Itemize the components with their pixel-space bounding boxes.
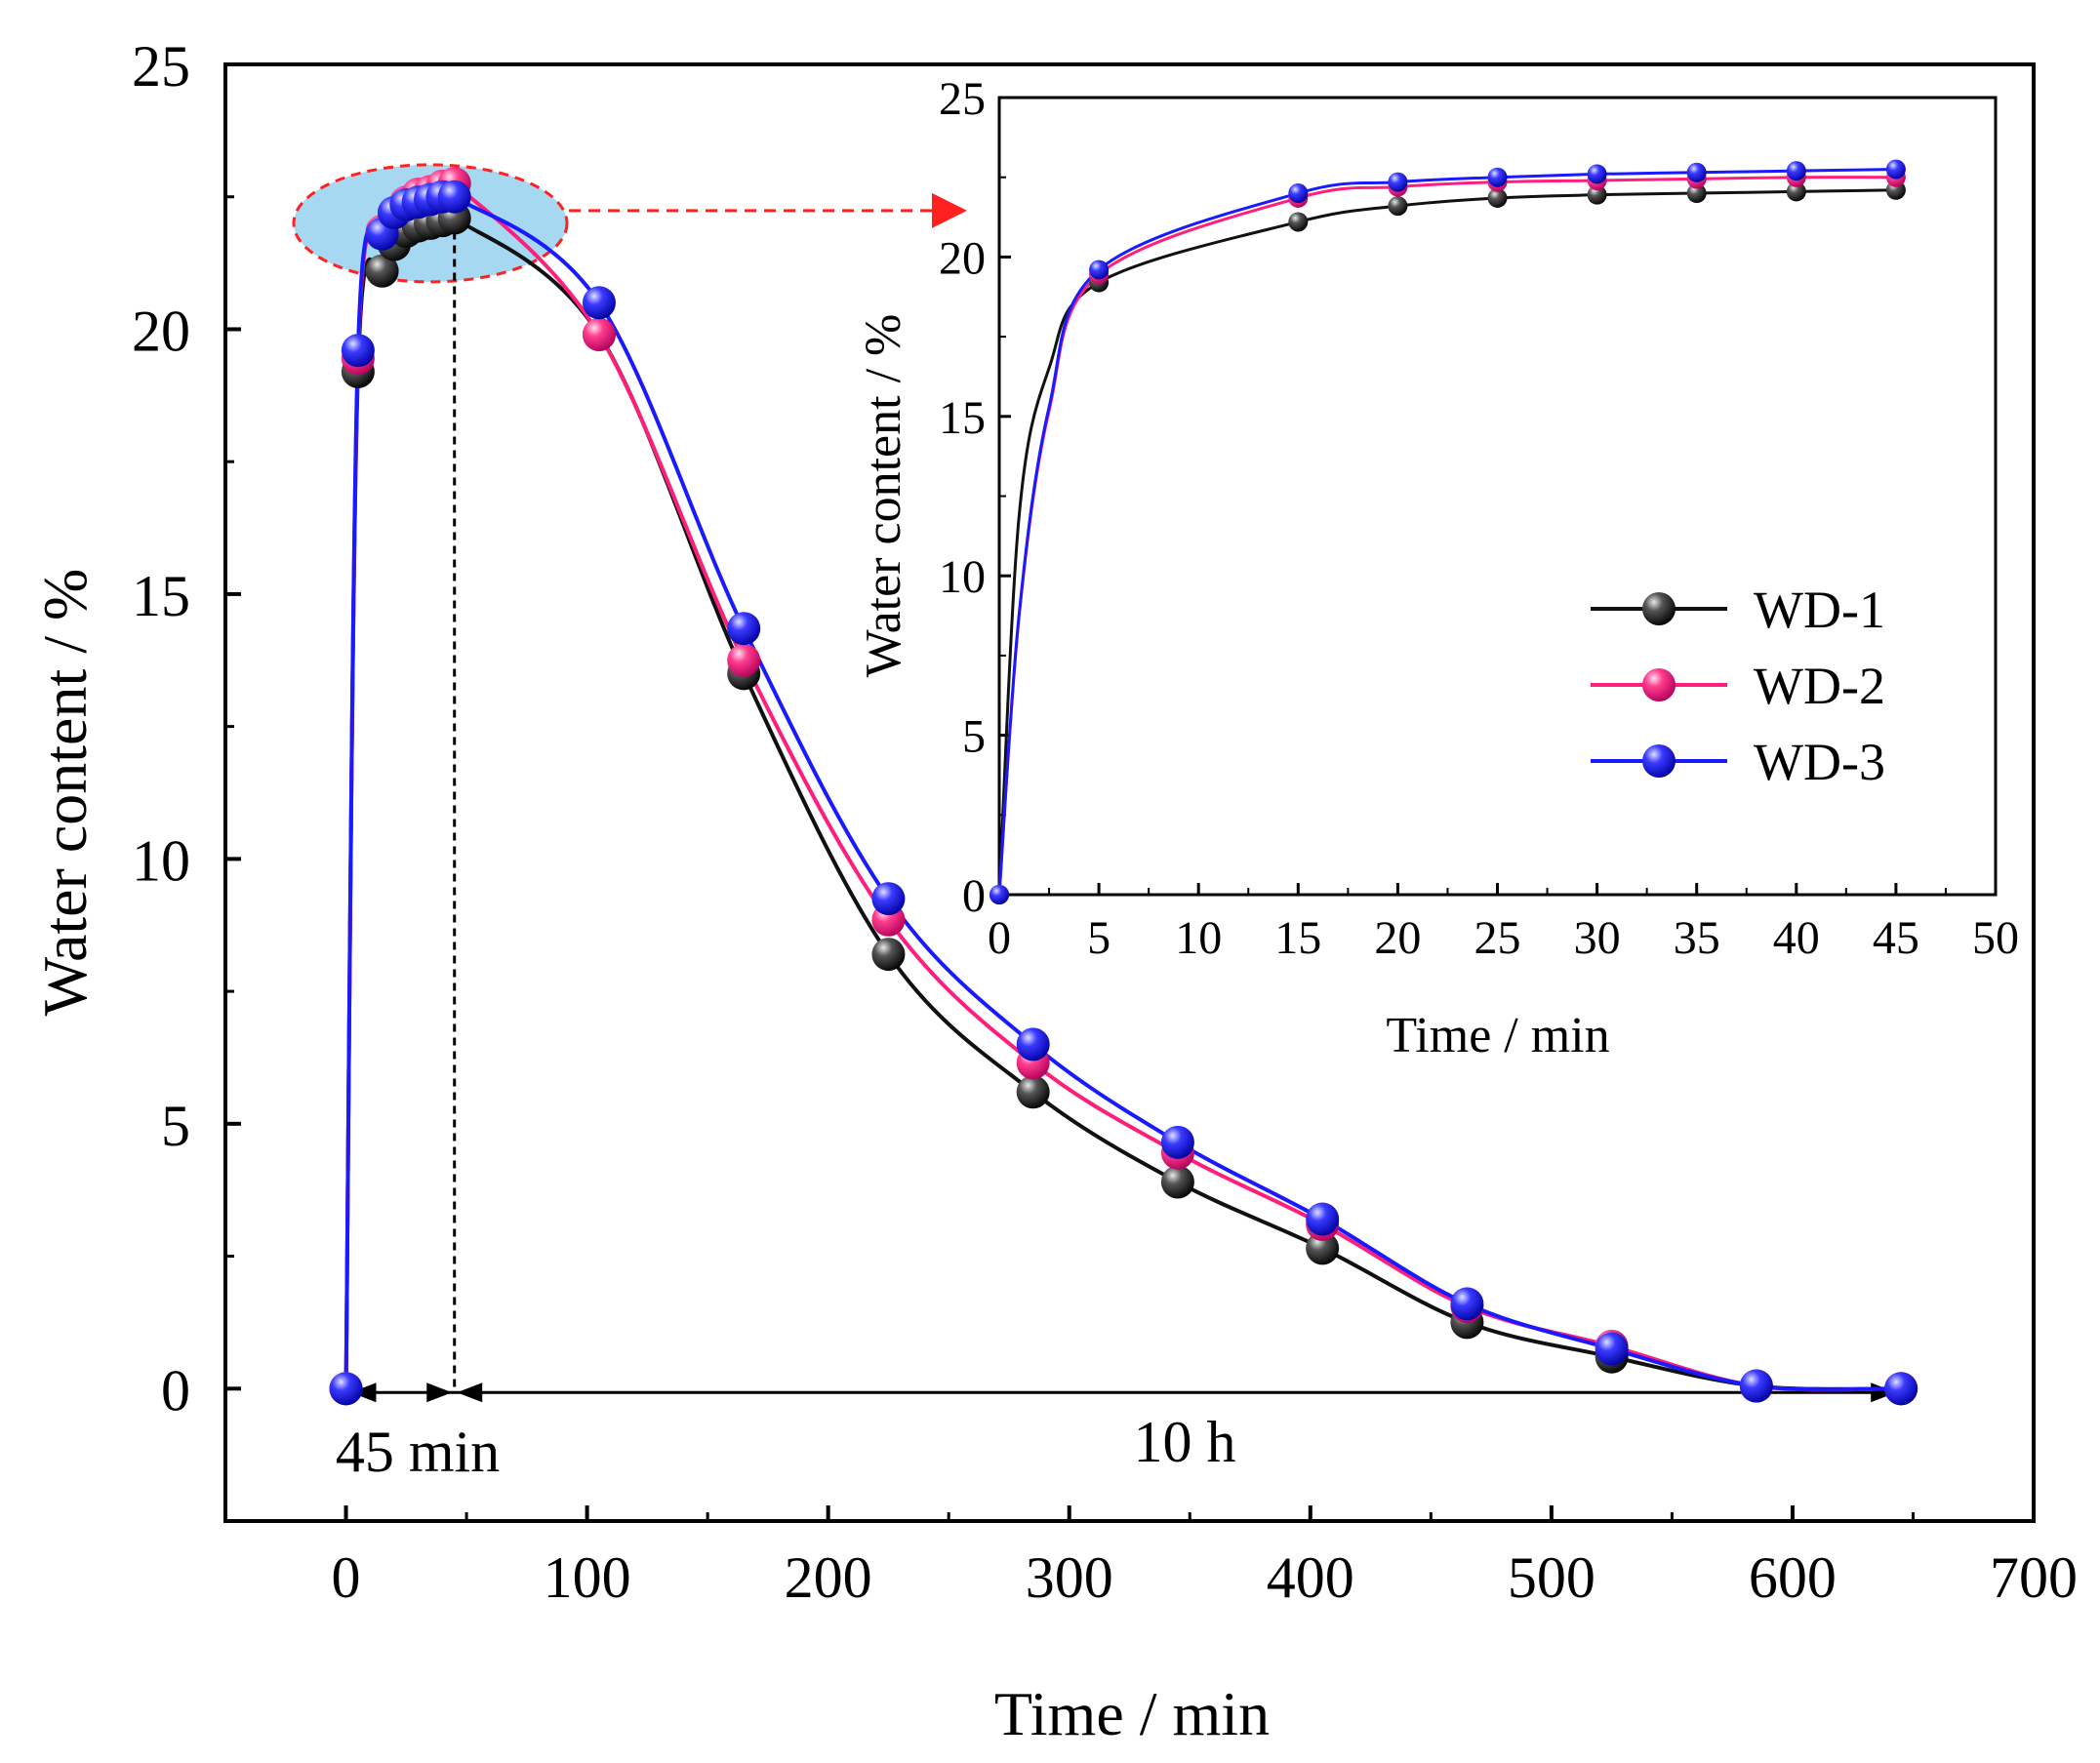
inset-point-wd-3 <box>1388 172 1408 192</box>
inset-x-tick-label: 25 <box>1474 912 1521 964</box>
main-point-wd-3 <box>1306 1202 1340 1236</box>
main-y-tick-label: 10 <box>132 828 190 893</box>
inset-y-tick-label: 0 <box>962 870 986 922</box>
inset-y-tick-label: 15 <box>939 392 986 444</box>
inset-point-wd-1 <box>1786 181 1806 202</box>
inset-x-axis-label: Time / min <box>1386 1008 1609 1063</box>
inset-point-wd-3 <box>1786 161 1806 181</box>
inset-x-tick-label: 10 <box>1175 912 1222 964</box>
main-x-tick-label: 700 <box>1990 1545 2078 1610</box>
inset-point-wd-3 <box>989 885 1009 904</box>
main-point-wd-3 <box>437 180 471 214</box>
annotation-10-h: 10 h <box>1134 1410 1236 1474</box>
inset-point-wd-1 <box>1587 184 1607 205</box>
main-point-wd-1 <box>1306 1231 1340 1265</box>
main-y-tick-label: 0 <box>161 1358 190 1422</box>
inset-x-tick-label: 40 <box>1773 912 1820 964</box>
inset-x-tick-label: 5 <box>1087 912 1111 964</box>
main-point-wd-3 <box>1595 1332 1629 1366</box>
main-point-wd-2 <box>582 317 616 351</box>
inset-y-tick-label: 20 <box>939 232 986 284</box>
main-plot-frame <box>223 62 2036 1523</box>
inset-axis-ticks: 0 5 10 15 20 25 30 35 40 45 50 0 5 10 15 20 25 <box>939 73 2019 964</box>
inset-x-tick-label: 20 <box>1374 912 1421 964</box>
main-point-wd-2 <box>727 643 761 677</box>
main-x-tick-label: 200 <box>785 1545 872 1610</box>
legend-label-wd-2: WD-2 <box>1754 657 1885 715</box>
inset-plot-frame <box>997 96 1998 897</box>
main-point-wd-1 <box>871 938 906 972</box>
inset-series-points <box>989 159 1906 904</box>
inset-point-wd-3 <box>1885 159 1906 180</box>
main-point-wd-1 <box>1016 1075 1050 1109</box>
inset-point-wd-3 <box>1487 167 1508 187</box>
inset-x-tick-label: 45 <box>1873 912 1919 964</box>
inset-point-wd-3 <box>1288 183 1309 204</box>
inset-point-wd-3 <box>1587 164 1607 184</box>
inset-x-tick-label: 30 <box>1574 912 1621 964</box>
legend-marker-wd-1 <box>1642 592 1676 625</box>
legend-label-wd-1: WD-1 <box>1754 581 1885 639</box>
inset-point-wd-3 <box>1686 162 1707 182</box>
inset-y-tick-label: 5 <box>962 711 986 763</box>
main-x-tick-label: 300 <box>1026 1545 1113 1610</box>
main-x-tick-label: 600 <box>1749 1545 1837 1610</box>
legend-marker-wd-3 <box>1642 744 1676 778</box>
inset-point-wd-1 <box>1288 212 1309 232</box>
main-point-wd-3 <box>582 286 616 320</box>
main-point-wd-3 <box>1450 1287 1484 1321</box>
main-point-wd-3 <box>1739 1369 1773 1403</box>
inset-y-tick-label: 25 <box>939 73 986 125</box>
arrowhead-45min-left <box>350 1382 377 1403</box>
inset-x-tick-label: 0 <box>988 912 1011 964</box>
inset-point-wd-1 <box>1388 196 1408 217</box>
main-point-wd-3 <box>1884 1372 1918 1406</box>
inset-y-axis-label: Water content / % <box>856 314 911 678</box>
main-x-tick-label: 100 <box>544 1545 631 1610</box>
main-x-tick-label: 400 <box>1267 1545 1354 1610</box>
main-point-wd-3 <box>1016 1027 1050 1062</box>
inset-x-tick-label: 35 <box>1674 912 1720 964</box>
arrowhead-45min-right <box>426 1382 453 1403</box>
main-point-wd-3 <box>871 882 906 916</box>
annotation-45-min: 45 min <box>336 1420 500 1484</box>
main-point-wd-3 <box>727 612 761 646</box>
main-point-wd-3 <box>329 1372 363 1406</box>
main-x-axis-label: Time / min <box>994 1679 1270 1748</box>
main-series-points <box>329 167 1918 1406</box>
main-point-wd-1 <box>365 254 399 288</box>
legend: WD-1 WD-2 WD-3 <box>1591 581 1885 791</box>
legend-label-wd-3: WD-3 <box>1754 733 1885 791</box>
main-y-tick-label: 20 <box>132 299 190 363</box>
inset-point-wd-1 <box>1686 183 1707 204</box>
inset-point-wd-1 <box>1487 187 1508 208</box>
main-y-tick-label: 15 <box>132 564 190 628</box>
legend-marker-wd-2 <box>1642 668 1676 701</box>
main-y-tick-label: 25 <box>132 34 190 99</box>
main-y-axis-label: Water content / % <box>30 569 100 1017</box>
main-point-wd-1 <box>1160 1165 1194 1199</box>
inset-x-tick-label: 15 <box>1274 912 1321 964</box>
main-point-wd-3 <box>1160 1125 1194 1159</box>
main-x-tick-label: 500 <box>1508 1545 1595 1610</box>
inset-point-wd-3 <box>1089 260 1110 280</box>
inset-y-tick-label: 10 <box>939 551 986 603</box>
main-x-tick-label: 0 <box>332 1545 361 1610</box>
inset-x-tick-label: 50 <box>1972 912 2019 964</box>
main-point-wd-3 <box>341 334 375 368</box>
arrowhead-10h-left <box>457 1382 483 1403</box>
main-y-tick-label: 5 <box>161 1094 190 1158</box>
